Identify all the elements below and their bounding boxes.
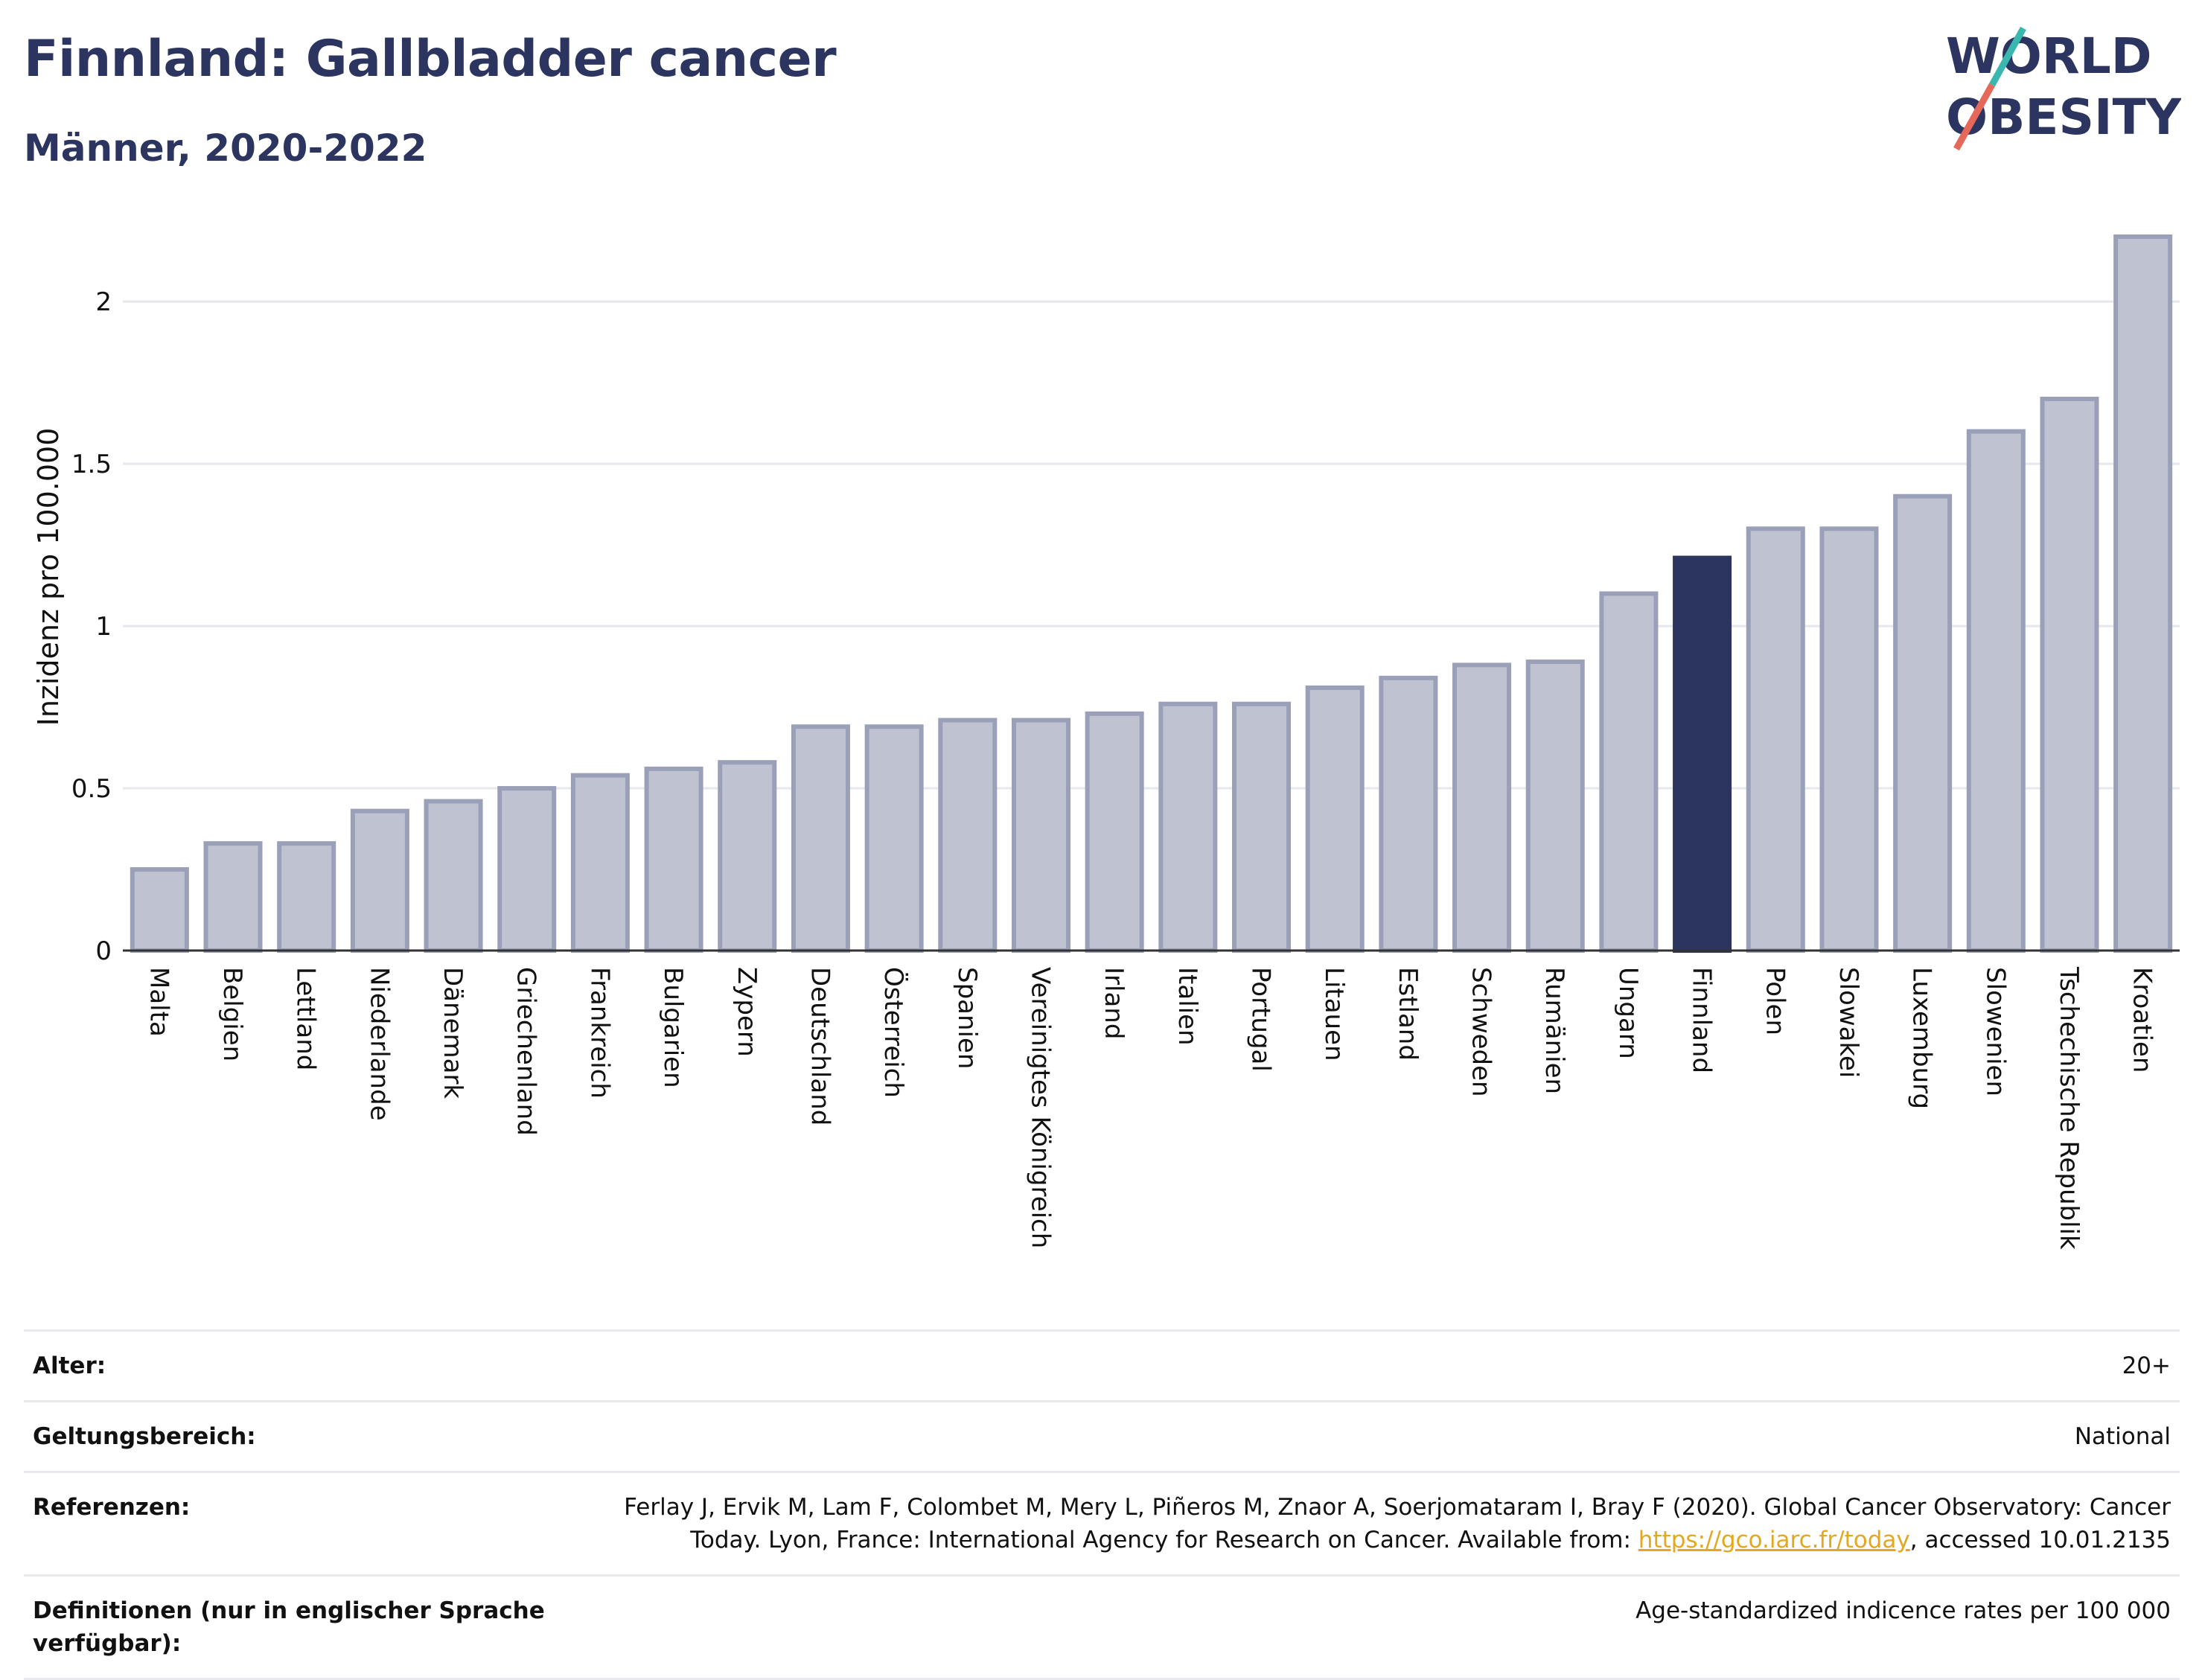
bar-luxemburg [1893, 494, 1953, 953]
bar-portugal [1232, 701, 1292, 954]
bar-litauen [1305, 685, 1365, 953]
bar-bulgarien [644, 766, 703, 953]
references-label: Referenzen: [33, 1494, 191, 1521]
x-tick-label: Vereinigtes Königreich [1025, 967, 1055, 1248]
bar-tschechische-republik [2040, 396, 2099, 953]
x-tick-label: Litauen [1319, 967, 1349, 1061]
bar-slowakei [1819, 526, 1879, 953]
x-tick-label: Spanien [952, 967, 982, 1069]
y-tick-label: 0 [95, 936, 112, 966]
svg-text:WORLD: WORLD [1946, 28, 2152, 85]
definitions-value: Age-standardized indicence rates per 100… [1635, 1597, 2171, 1624]
bar-ungarn [1599, 591, 1659, 953]
x-tick-label: Frankreich [584, 967, 614, 1099]
x-tick-label: Österreich [878, 967, 909, 1098]
meta-row-definitions: Definitionen (nur in englischer Sprache … [24, 1574, 2180, 1680]
bar-vereinigtes-königreich [1011, 718, 1070, 953]
x-tick-label: Ungarn [1613, 967, 1643, 1059]
meta-row-age: Alter: 20+ [24, 1329, 2180, 1400]
bar-zypern [718, 760, 777, 953]
bar-italien [1158, 701, 1218, 954]
bar-niederlande [350, 808, 409, 953]
bar-estland [1379, 675, 1438, 953]
x-tick-label: Malta [144, 967, 173, 1037]
scope-value: National [2074, 1423, 2171, 1450]
bar-österreich [864, 724, 924, 953]
page-title: Finnland: Gallbladder cancer [24, 30, 837, 89]
x-tick-label: Belgien [217, 967, 247, 1061]
bar-griechenland [497, 786, 557, 953]
x-tick-label: Luxemburg [1907, 967, 1937, 1109]
metadata-table: Alter: 20+ Geltungsbereich: National Ref… [24, 1329, 2180, 1680]
bar-lettland [277, 841, 336, 954]
bar-chart: 0 0.5 1 1.5 2 Malta Belgien Lettland Niederland… [32, 234, 2180, 1250]
bar-frankreich [570, 773, 630, 954]
x-tick-label: Polen [1760, 967, 1790, 1035]
page-subtitle: Männer, 2020-2022 [24, 127, 427, 170]
meta-row-references: Referenzen: Ferlay J, Ervik M, Lam F, Co… [24, 1471, 2180, 1574]
x-tick-label: Zypern [732, 967, 762, 1057]
x-tick-labels: Malta Belgien Lettland Niederlande Dänemark G… [144, 966, 2157, 1250]
x-tick-label: Bulgarien [658, 967, 688, 1088]
scope-label: Geltungsbereich: [33, 1423, 256, 1450]
x-tick-label: Irland [1099, 967, 1129, 1039]
x-tick-label: Lettland [291, 967, 321, 1070]
bars [130, 234, 2173, 954]
bar-slowenien [1966, 429, 2026, 953]
x-tick-label: Italien [1172, 967, 1202, 1046]
bar-deutschland [791, 724, 850, 953]
x-tick-label: Slowenien [1980, 967, 2010, 1096]
bar-schweden [1452, 662, 1512, 954]
x-tick-label: Tschechische Republik [2054, 966, 2084, 1250]
bar-rumänien [1525, 659, 1585, 953]
age-value: 20+ [2122, 1352, 2171, 1379]
meta-row-scope: Geltungsbereich: National [24, 1400, 2180, 1471]
x-tick-label: Kroatien [2128, 967, 2157, 1073]
x-tick-label: Rumänien [1539, 967, 1569, 1094]
y-tick-label: 1.5 [71, 450, 112, 479]
x-tick-label: Niederlande [364, 967, 394, 1121]
y-axis-label: Inzidenz pro 100.000 [32, 428, 65, 726]
bar-polen [1746, 526, 1805, 953]
y-tick-labels: 0 0.5 1 1.5 2 [71, 287, 112, 966]
x-tick-label: Deutschland [805, 967, 834, 1125]
x-tick-label: Schweden [1467, 967, 1496, 1097]
references-accessed: , accessed 10.01.2135 [1909, 1527, 2171, 1553]
x-tick-label: Slowakei [1834, 967, 1863, 1078]
references-link[interactable]: https://gco.iarc.fr/today [1638, 1527, 1910, 1553]
x-tick-label: Portugal [1246, 967, 1276, 1072]
x-tick-label: Finnland [1687, 967, 1717, 1073]
y-tick-label: 1 [95, 612, 112, 642]
y-tick-label: 2 [95, 287, 112, 317]
references-value: Ferlay J, Ervik M, Lam F, Colombet M, Me… [599, 1473, 2180, 1574]
bar-malta [130, 867, 189, 953]
bar-belgien [203, 841, 263, 954]
world-obesity-logo: WORLD OBESITY [1946, 26, 2181, 151]
y-tick-label: 0.5 [71, 774, 112, 804]
bar-finnland [1673, 555, 1732, 953]
x-tick-label: Estland [1393, 967, 1423, 1061]
bar-kroatien [2113, 234, 2173, 953]
references-text: Ferlay J, Ervik M, Lam F, Colombet M, Me… [624, 1494, 2171, 1553]
bar-spanien [938, 718, 998, 953]
x-tick-label: Griechenland [511, 967, 541, 1136]
age-label: Alter: [33, 1352, 106, 1379]
bar-irland [1085, 711, 1144, 953]
definitions-label: Definitionen (nur in englischer Sprache … [33, 1597, 545, 1657]
x-tick-label: Dänemark [438, 967, 467, 1099]
bar-dänemark [424, 799, 483, 953]
